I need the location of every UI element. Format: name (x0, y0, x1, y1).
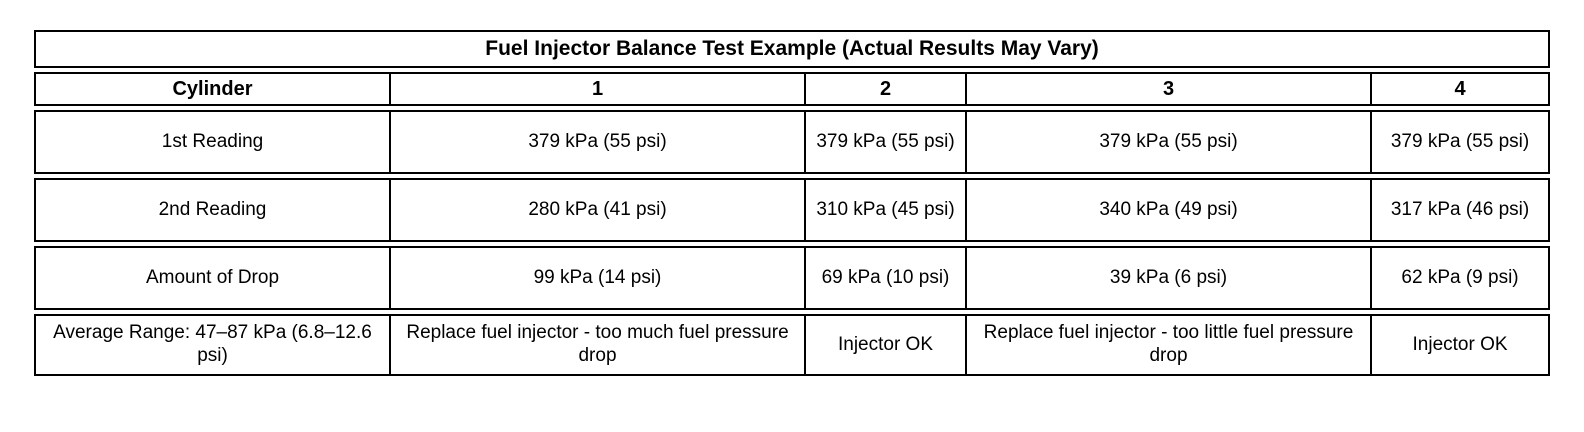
table-row-1st-reading: 1st Reading 379 kPa (55 psi) 379 kPa (55… (34, 110, 1551, 174)
row-label: 1st Reading (34, 110, 389, 174)
column-header-cylinder: Cylinder (34, 72, 389, 106)
row-label: Average Range: 47–87 kPa (6.8–12.6 psi) (34, 314, 389, 376)
table-cell: Replace fuel injector - too much fuel pr… (389, 314, 804, 376)
table-row-result: Average Range: 47–87 kPa (6.8–12.6 psi) … (34, 314, 1551, 376)
table-cell: 99 kPa (14 psi) (389, 246, 804, 310)
table-cell: 317 kPa (46 psi) (1370, 178, 1551, 242)
row-label: Amount of Drop (34, 246, 389, 310)
column-header-3: 3 (965, 72, 1370, 106)
table-cell: Replace fuel injector - too little fuel … (965, 314, 1370, 376)
table-cell: 62 kPa (9 psi) (1370, 246, 1551, 310)
table-title: Fuel Injector Balance Test Example (Actu… (34, 30, 1551, 68)
row-label: 2nd Reading (34, 178, 389, 242)
column-header-1: 1 (389, 72, 804, 106)
table-cell: 340 kPa (49 psi) (965, 178, 1370, 242)
table-row-2nd-reading: 2nd Reading 280 kPa (41 psi) 310 kPa (45… (34, 178, 1551, 242)
table-cell: Injector OK (804, 314, 965, 376)
table-cell: Injector OK (1370, 314, 1551, 376)
table-cell: 379 kPa (55 psi) (804, 110, 965, 174)
table-row-amount-of-drop: Amount of Drop 99 kPa (14 psi) 69 kPa (1… (34, 246, 1551, 310)
table-cell: 280 kPa (41 psi) (389, 178, 804, 242)
column-header-4: 4 (1370, 72, 1551, 106)
table-cell: 39 kPa (6 psi) (965, 246, 1370, 310)
column-header-2: 2 (804, 72, 965, 106)
fuel-injector-balance-table: Fuel Injector Balance Test Example (Actu… (34, 26, 1551, 380)
table-header-row: Cylinder 1 2 3 4 (34, 72, 1551, 106)
table-cell: 310 kPa (45 psi) (804, 178, 965, 242)
document-page: Fuel Injector Balance Test Example (Actu… (34, 26, 1551, 380)
table-cell: 379 kPa (55 psi) (389, 110, 804, 174)
table-cell: 69 kPa (10 psi) (804, 246, 965, 310)
table-title-row: Fuel Injector Balance Test Example (Actu… (34, 30, 1551, 68)
table-cell: 379 kPa (55 psi) (1370, 110, 1551, 174)
table-cell: 379 kPa (55 psi) (965, 110, 1370, 174)
